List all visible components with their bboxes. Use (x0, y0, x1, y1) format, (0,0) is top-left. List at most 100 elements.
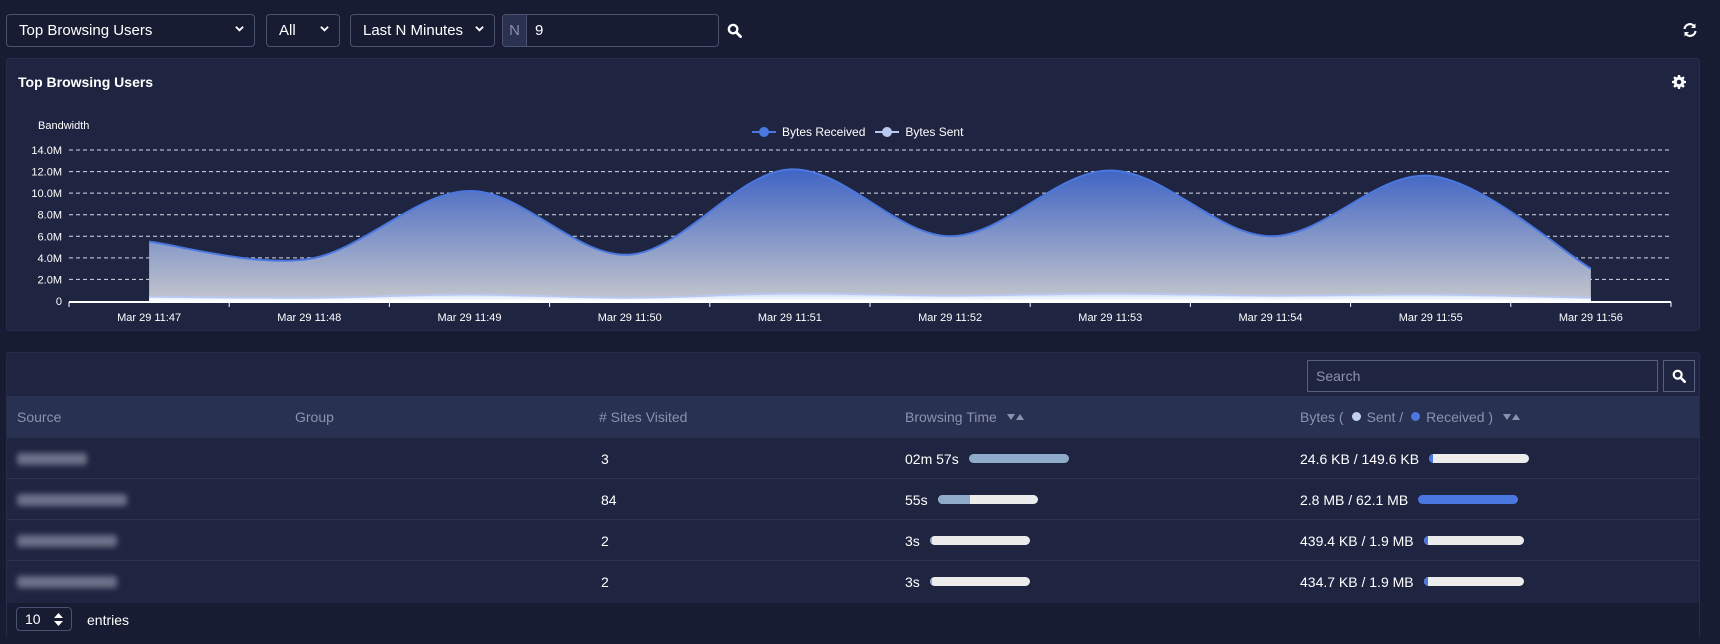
search-button[interactable] (724, 20, 744, 40)
legend-item-received[interactable]: Bytes Received (752, 125, 865, 139)
range-select-value: Last N Minutes (363, 22, 464, 39)
legend-marker-received-icon (752, 127, 776, 137)
y-tick-label: 2.0M (38, 274, 62, 286)
y-tick-label: 0 (56, 296, 62, 308)
bytes-bar (1418, 495, 1519, 504)
legend-item-sent[interactable]: Bytes Sent (875, 125, 963, 139)
browsing-time-bar (937, 495, 1038, 504)
table-row[interactable]: 2 3s 434.7 KB / 1.9 MB (7, 560, 1699, 601)
table-row[interactable]: 2 3s 439.4 KB / 1.9 MB (7, 519, 1699, 560)
column-header-bytes[interactable]: Bytes ( Sent / Received ) (1300, 409, 1521, 425)
bandwidth-chart: Bandwidth 0 2.0M 4.0M 6.0M 8.0M 10.0M 12.0M 14.… (31, 120, 1672, 324)
search-placeholder: Search (1316, 368, 1361, 384)
search-icon (1672, 369, 1686, 383)
y-tick-label: 10.0M (31, 188, 62, 200)
page-length-value: 10 (25, 611, 41, 627)
browsing-time-cell: 02m 57s (905, 438, 1069, 479)
bytes-bar (1429, 454, 1530, 463)
table-search-input[interactable]: Search (1307, 360, 1658, 392)
x-tick-label: Mar 29 11:53 (1078, 312, 1142, 324)
chevron-down-icon (320, 26, 329, 32)
legend-label: Bytes Sent (905, 125, 964, 139)
redacted-source (17, 493, 127, 506)
source-cell[interactable] (17, 520, 167, 561)
sites-visited-cell: 2 (601, 573, 609, 590)
sites-visited-cell: 3 (601, 450, 609, 467)
sites-visited-cell: 2 (601, 532, 609, 549)
table-footer: 10 entries (7, 603, 1699, 639)
table-header: Source Group # Sites Visited Browsing Ti… (7, 396, 1699, 437)
y-axis-title: Bandwidth (38, 120, 89, 132)
n-minutes-input[interactable]: 9 (527, 15, 718, 46)
x-tick-label: Mar 29 11:47 (117, 312, 181, 324)
gear-icon (1672, 75, 1686, 89)
bytes-cell: 439.4 KB / 1.9 MB (1300, 520, 1524, 561)
chart-legend: Bytes Received Bytes Sent (752, 125, 963, 139)
bytes-bar (1423, 536, 1524, 545)
sort-icon[interactable] (1006, 413, 1024, 420)
browsing-time-bar (929, 577, 1030, 586)
column-header-sites-visited[interactable]: # Sites Visited (599, 408, 688, 425)
browsing-time-cell: 3s (905, 520, 1030, 561)
search-icon (727, 23, 742, 38)
y-tick-label: 14.0M (31, 145, 62, 157)
chevron-down-icon (475, 26, 484, 32)
table-panel: Search Source Group # Sites Visited Brow… (6, 352, 1700, 639)
table-search-button[interactable] (1663, 360, 1695, 392)
x-tick-label: Mar 29 11:55 (1399, 312, 1463, 324)
sent-dot-icon (1351, 412, 1361, 421)
browsing-time-cell: 55s (905, 479, 1038, 520)
scope-select[interactable]: All (266, 14, 340, 47)
sort-icon[interactable] (1503, 413, 1521, 420)
report-select[interactable]: Top Browsing Users (6, 14, 255, 47)
x-tick-label: Mar 29 11:48 (277, 312, 341, 324)
spinner-arrows-icon (54, 613, 63, 626)
n-minutes-input-group: N 9 (502, 14, 719, 47)
table-row[interactable]: 84 55s 2.8 MB / 62.1 MB (7, 478, 1699, 519)
entries-label: entries (87, 612, 130, 628)
chart-settings-button[interactable] (1671, 74, 1687, 90)
source-cell[interactable] (17, 561, 167, 602)
legend-marker-sent-icon (875, 127, 900, 137)
n-addon-label: N (503, 15, 527, 46)
x-tick-label: Mar 29 11:52 (918, 312, 982, 324)
range-select[interactable]: Last N Minutes (350, 14, 495, 47)
column-header-source[interactable]: Source (17, 408, 62, 425)
x-tick-label: Mar 29 11:54 (1238, 312, 1302, 324)
source-cell[interactable] (17, 438, 167, 479)
browsing-time-bar (929, 536, 1030, 545)
source-cell[interactable] (17, 479, 167, 520)
redacted-source (17, 452, 87, 465)
bytes-bar (1423, 577, 1524, 586)
bytes-cell: 24.6 KB / 149.6 KB (1300, 438, 1530, 479)
bytes-cell: 434.7 KB / 1.9 MB (1300, 561, 1524, 602)
chart-panel: Top Browsing Users Bytes Received Bytes … (6, 58, 1700, 331)
table-row[interactable]: 3 02m 57s 24.6 KB / 149.6 KB (7, 437, 1699, 478)
column-header-group[interactable]: Group (295, 408, 334, 425)
chevron-down-icon (235, 26, 244, 32)
browsing-time-bar (968, 454, 1069, 463)
y-tick-label: 6.0M (38, 231, 62, 243)
x-tick-label: Mar 29 11:51 (758, 312, 822, 324)
scope-select-value: All (279, 22, 296, 39)
x-tick-label: Mar 29 11:49 (437, 312, 501, 324)
refresh-button[interactable] (1680, 20, 1700, 40)
browsing-time-cell: 3s (905, 561, 1030, 602)
column-header-browsing-time[interactable]: Browsing Time (905, 409, 1024, 425)
y-tick-label: 8.0M (38, 210, 62, 222)
x-tick-label: Mar 29 11:56 (1559, 312, 1623, 324)
sites-visited-cell: 84 (601, 491, 617, 508)
received-dot-icon (1411, 412, 1421, 421)
bytes-cell: 2.8 MB / 62.1 MB (1300, 479, 1519, 520)
page-length-select[interactable]: 10 (16, 607, 72, 631)
x-tick-label: Mar 29 11:50 (598, 312, 662, 324)
chart-title: Top Browsing Users (18, 74, 154, 90)
refresh-icon (1683, 23, 1697, 37)
report-select-value: Top Browsing Users (19, 22, 153, 39)
redacted-source (17, 534, 117, 547)
toolbar: Top Browsing Users All Last N Minutes N … (6, 14, 1720, 47)
legend-label: Bytes Received (782, 125, 866, 139)
redacted-source (17, 575, 117, 588)
y-tick-label: 4.0M (38, 253, 62, 265)
y-tick-label: 12.0M (31, 167, 62, 179)
